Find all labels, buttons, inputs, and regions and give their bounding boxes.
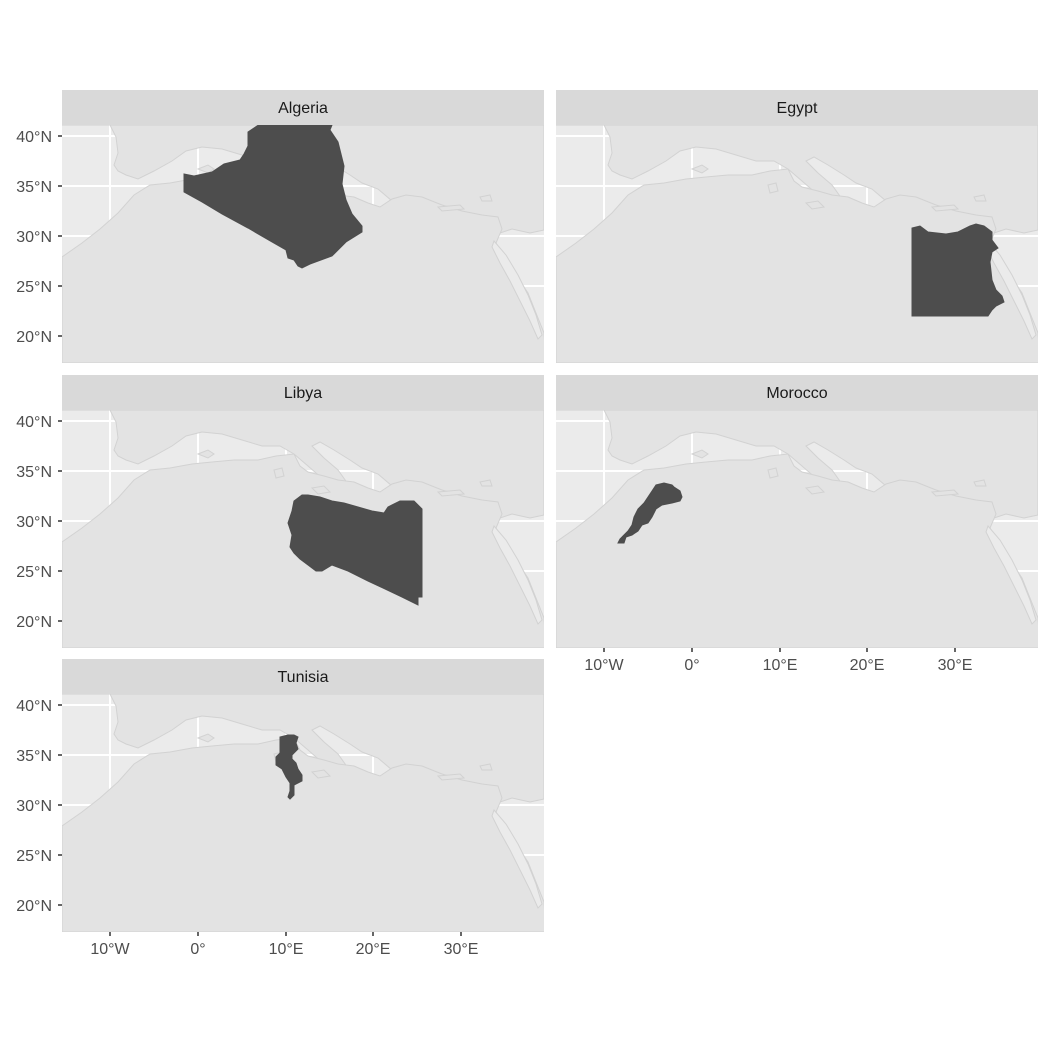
facet-title: Egypt — [777, 100, 818, 117]
y-tick-label: 40°N — [16, 129, 52, 146]
facet-strip — [62, 90, 544, 125]
y-tick-label: 35°N — [16, 464, 52, 481]
facet-strip — [62, 375, 544, 410]
facet-title: Tunisia — [278, 669, 329, 686]
facet-title: Algeria — [278, 100, 328, 117]
basemap-land — [556, 410, 1038, 648]
x-tick-label: 20°E — [356, 941, 391, 958]
country-shape-egypt — [911, 223, 1005, 317]
y-tick-label: 30°N — [16, 798, 52, 815]
facet-panel-libya: Libya 40°N 35°N 30°N 25°N 20°N — [16, 375, 544, 648]
x-tick-label: 30°E — [444, 941, 479, 958]
map-area — [62, 125, 544, 363]
map-area — [62, 410, 544, 648]
map-area — [556, 125, 1038, 363]
y-tick-label: 20°N — [16, 329, 52, 346]
x-tick-label: 10°W — [90, 941, 130, 958]
facet-title: Libya — [284, 385, 322, 402]
y-tick-label: 30°N — [16, 514, 52, 531]
facet-panel-tunisia: Tunisia 40°N 35°N 30°N 25°N 20°N 10°W 0° 10°E 20°… — [16, 659, 544, 958]
country-shape-tunisia — [275, 734, 303, 800]
country-shape-algeria — [183, 125, 363, 269]
facet-title: Morocco — [766, 385, 827, 402]
facet-strip — [556, 375, 1038, 410]
y-tick-label: 40°N — [16, 698, 52, 715]
map-area — [556, 410, 1038, 648]
y-tick-label: 35°N — [16, 179, 52, 196]
basemap-land — [62, 694, 544, 932]
x-tick-label: 20°E — [850, 657, 885, 674]
facet-panel-algeria: Algeria 40°N 35°N 30°N 25°N 20°N — [16, 90, 544, 363]
x-tick-label: 0° — [684, 657, 699, 674]
x-tick-label: 10°W — [584, 657, 624, 674]
y-tick-label: 20°N — [16, 898, 52, 915]
map-area — [62, 694, 544, 932]
country-shape-morocco — [617, 482, 683, 544]
x-tick-label: 10°E — [763, 657, 798, 674]
y-tick-label: 25°N — [16, 564, 52, 581]
y-tick-label: 20°N — [16, 614, 52, 631]
x-tick-label: 0° — [190, 941, 205, 958]
y-tick-label: 40°N — [16, 414, 52, 431]
y-tick-label: 35°N — [16, 748, 52, 765]
y-tick-label: 25°N — [16, 848, 52, 865]
x-tick-label: 30°E — [938, 657, 973, 674]
country-shape-libya — [287, 494, 423, 606]
x-tick-label: 10°E — [269, 941, 304, 958]
facet-strip — [556, 90, 1038, 125]
y-tick-label: 30°N — [16, 229, 52, 246]
facet-panel-morocco: Morocco 10°W 0° 10°E 20°E 30°E — [556, 375, 1038, 674]
facet-panel-egypt: Egypt — [556, 90, 1038, 363]
y-tick-label: 25°N — [16, 279, 52, 296]
facet-strip — [62, 659, 544, 694]
